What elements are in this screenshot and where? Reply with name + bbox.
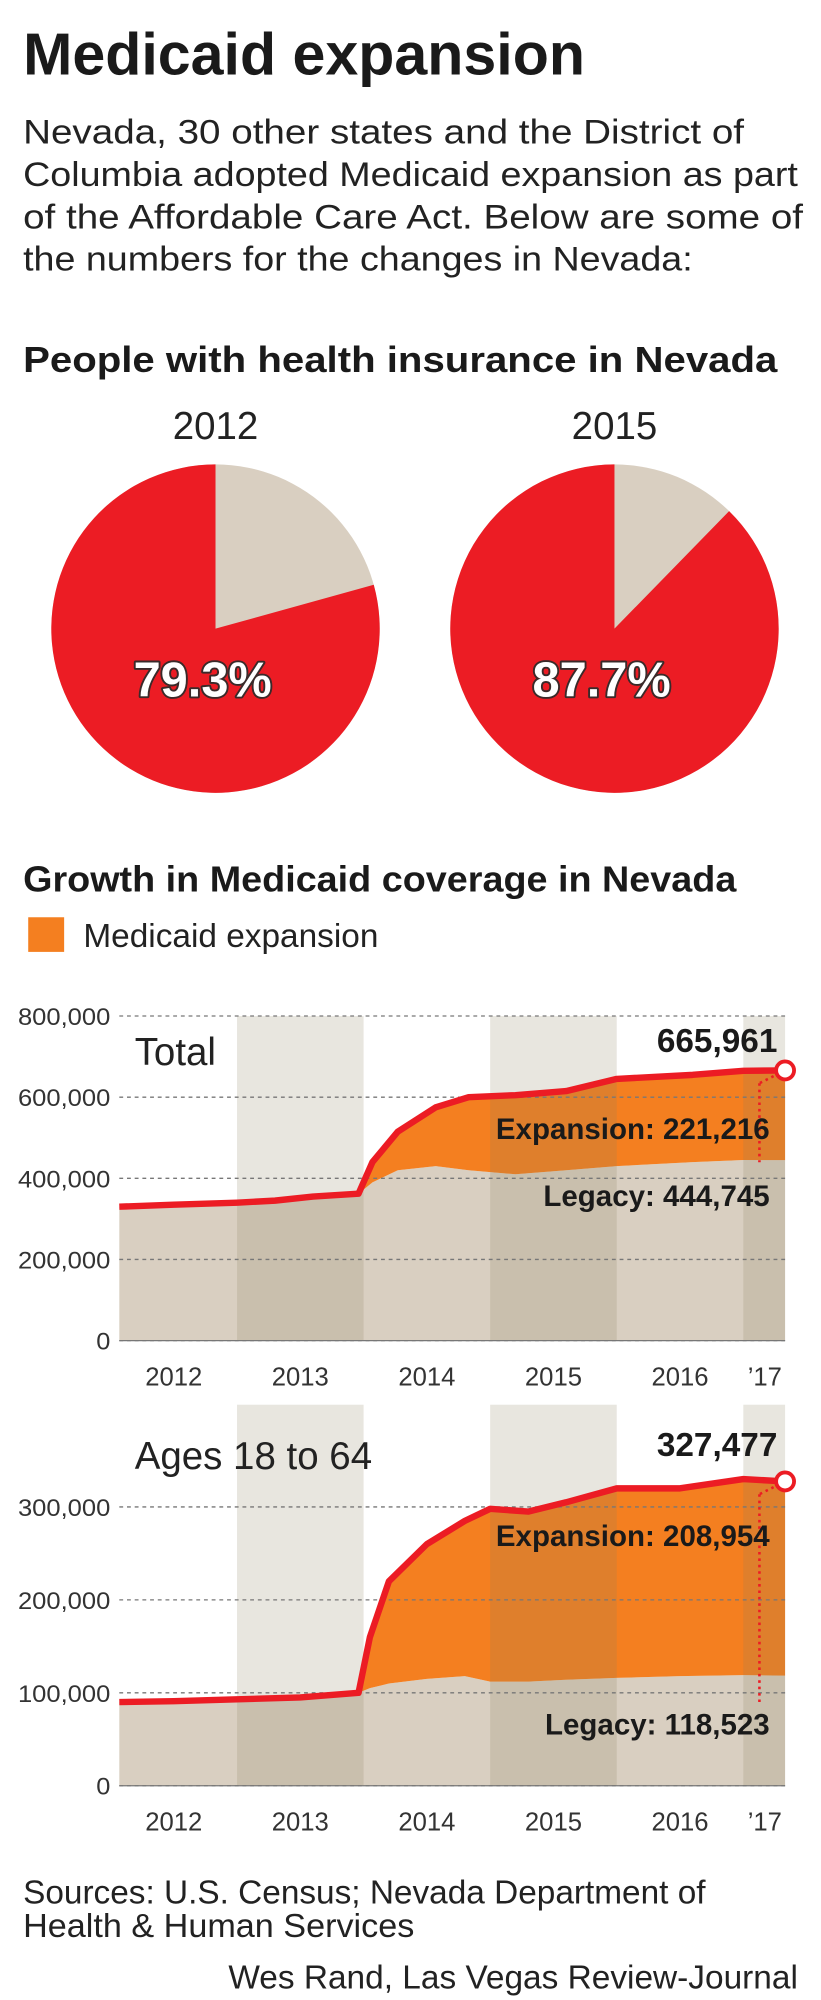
x-tick-label: 2016 — [652, 1809, 709, 1837]
pie-wedge — [450, 464, 779, 793]
y-tick-label: 800,000 — [18, 1004, 110, 1031]
annotation: 327,477 — [657, 1427, 778, 1464]
x-tick-label: 2012 — [145, 1809, 202, 1837]
y-tick-label: 200,000 — [18, 1247, 110, 1274]
legend-swatch — [28, 917, 65, 952]
total-line — [119, 1067, 786, 1210]
chart-title: People with health insurance in Nevada — [23, 339, 778, 380]
leader-line — [758, 1069, 786, 1085]
intro-line: of the Affordable Care Act. Below are so… — [23, 198, 803, 236]
leader-line — [758, 1480, 786, 1496]
annotation: Expansion: 208,954 — [496, 1520, 770, 1553]
x-tick-label: 2015 — [525, 1809, 582, 1837]
x-tick-label: 2015 — [525, 1363, 582, 1391]
y-tick-label: 200,000 — [18, 1588, 110, 1615]
total-line — [119, 1475, 786, 1706]
pie-value-label: 79.3% — [134, 654, 272, 708]
area — [119, 1675, 786, 1786]
pie-value-label: 87.7% — [533, 654, 671, 708]
area — [119, 1070, 786, 1207]
y-tick-label: 0 — [96, 1774, 110, 1801]
credit: Wes Rand, Las Vegas Review-Journal — [228, 1959, 798, 1996]
pie-label: 2012 — [173, 405, 259, 448]
sources-line: Sources: U.S. Census; Nevada Department … — [23, 1875, 706, 1912]
intro-line: the numbers for the changes in Nevada: — [23, 241, 693, 279]
annotation: Expansion: 221,216 — [496, 1113, 770, 1146]
pie-wedge — [51, 464, 380, 793]
sources-line: Health & Human Services — [23, 1908, 414, 1945]
area — [119, 1479, 786, 1703]
annotation: Legacy: 118,523 — [545, 1708, 770, 1741]
year-band — [743, 1404, 786, 1786]
x-tick-label: 2013 — [272, 1363, 329, 1391]
section-heading: Growth in Medicaid coverage in Nevada — [23, 859, 737, 900]
x-tick-label: 2014 — [398, 1363, 455, 1391]
x-tick-label: 2016 — [652, 1363, 709, 1391]
pie-label: 2015 — [572, 405, 658, 448]
area — [119, 1160, 786, 1341]
x-tick-label: ’17 — [748, 1809, 782, 1837]
y-tick-label: 300,000 — [18, 1495, 110, 1522]
x-tick-label: ’17 — [748, 1363, 782, 1391]
y-tick-label: 600,000 — [18, 1085, 110, 1112]
annotation: 665,961 — [657, 1023, 778, 1060]
x-tick-label: 2014 — [398, 1809, 455, 1837]
x-tick-label: 2013 — [272, 1809, 329, 1837]
intro-line: Columbia adopted Medicaid expansion as p… — [23, 156, 798, 194]
y-tick-label: 100,000 — [18, 1681, 110, 1708]
year-band — [237, 1404, 364, 1786]
panel-title: Ages 18 to 64 — [135, 1435, 372, 1478]
y-tick-label: 0 — [96, 1329, 110, 1356]
end-point — [774, 1470, 796, 1493]
panel-title: Total — [135, 1031, 216, 1074]
legend-label: Medicaid expansion — [83, 918, 378, 955]
end-point — [774, 1059, 796, 1082]
year-band — [490, 1404, 617, 1786]
x-tick-label: 2012 — [145, 1363, 202, 1391]
page-title: Medicaid expansion — [23, 21, 585, 87]
y-tick-label: 400,000 — [18, 1166, 110, 1193]
annotation: Legacy: 444,745 — [543, 1180, 769, 1213]
intro-line: Nevada, 30 other states and the District… — [23, 114, 744, 152]
